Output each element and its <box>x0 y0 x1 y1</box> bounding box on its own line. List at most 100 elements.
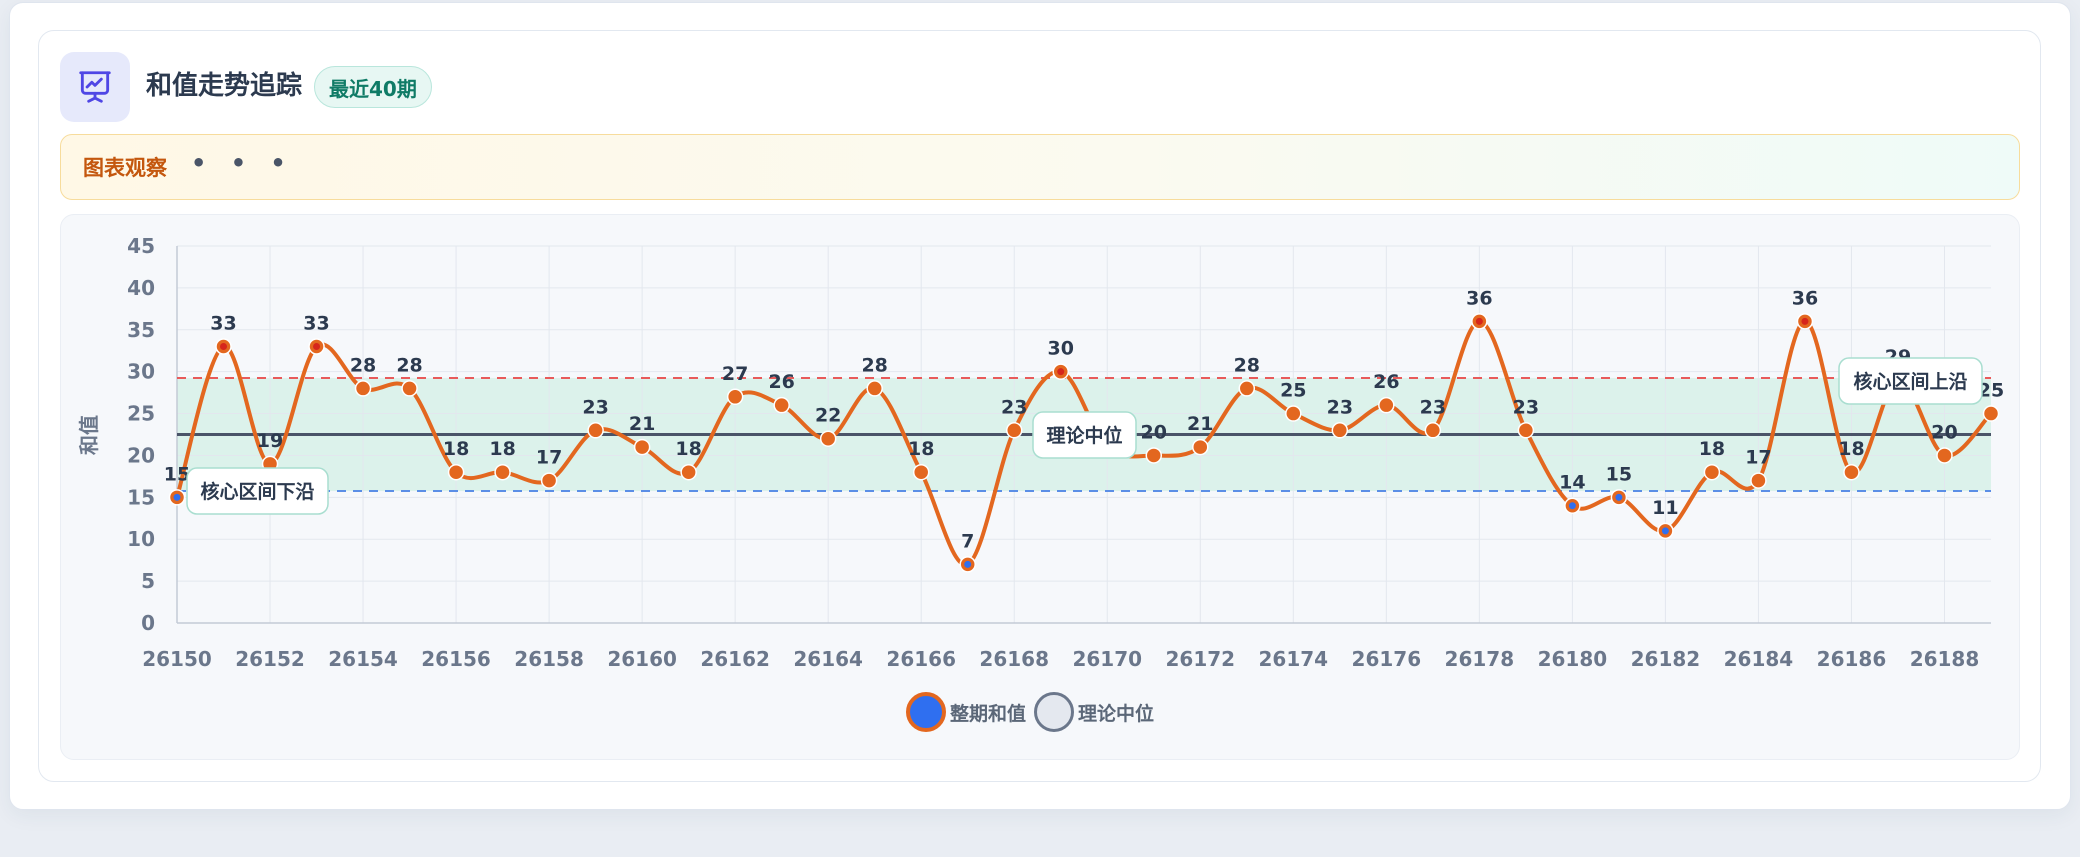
y-tick-label: 15 <box>127 485 155 509</box>
x-tick-label: 26176 <box>1352 647 1422 671</box>
data-label: 23 <box>1420 396 1446 418</box>
data-point <box>1285 405 1302 422</box>
x-tick-label: 26174 <box>1259 647 1329 671</box>
data-point-low-marker <box>964 560 972 568</box>
legend-sum-label: 整期和值 <box>950 702 1027 725</box>
data-point <box>587 422 604 439</box>
data-label: 28 <box>396 354 422 376</box>
data-point <box>773 396 790 414</box>
legend-item-sum[interactable]: 整期和值 <box>906 692 1026 732</box>
median-callout-text: 理论中位 <box>1046 424 1122 447</box>
data-label: 25 <box>1280 380 1306 402</box>
band-lower-callout-text: 核心区间下沿 <box>200 480 314 503</box>
x-tick-label: 26162 <box>700 647 770 671</box>
data-point <box>401 380 418 397</box>
data-label: 28 <box>350 354 376 376</box>
data-point <box>1750 472 1767 489</box>
data-label: 23 <box>1001 396 1027 418</box>
x-tick-label: 26160 <box>607 647 677 671</box>
data-label: 36 <box>1466 287 1492 309</box>
data-point <box>680 463 697 481</box>
data-label: 23 <box>1327 396 1353 418</box>
y-tick-label: 0 <box>141 611 155 635</box>
data-point <box>1517 422 1535 439</box>
data-point-low-marker <box>1661 527 1669 535</box>
data-label: 28 <box>1234 354 1260 376</box>
x-tick-label: 26158 <box>514 647 584 671</box>
data-point-low-marker <box>1615 493 1623 501</box>
data-point <box>1238 380 1256 397</box>
more-dots-icon[interactable]: • • • <box>191 149 294 177</box>
data-point <box>494 463 511 481</box>
data-label: 18 <box>908 438 934 460</box>
data-point <box>819 430 837 447</box>
data-label: 36 <box>1792 287 1818 309</box>
data-label: 18 <box>1699 438 1725 460</box>
y-tick-label: 30 <box>127 360 155 384</box>
data-point <box>1331 422 1349 439</box>
data-label: 30 <box>1048 338 1074 360</box>
data-label: 7 <box>961 530 974 552</box>
y-tick-label: 20 <box>127 443 155 467</box>
x-tick-label: 26188 <box>1910 647 1980 671</box>
band-upper-callout-text: 核心区间上沿 <box>1853 370 1967 393</box>
data-label: 26 <box>768 371 794 393</box>
data-point <box>1145 447 1163 464</box>
data-label: 23 <box>582 396 608 418</box>
data-label: 21 <box>1187 413 1213 435</box>
x-tick-label: 26152 <box>235 647 305 671</box>
data-point <box>1378 396 1395 414</box>
observation-label: 图表观察 <box>83 156 167 180</box>
x-tick-label: 26172 <box>1165 647 1235 671</box>
band-upper-callout-box <box>1838 357 1983 405</box>
period-badge: 最近40期 <box>314 66 432 108</box>
data-point <box>540 472 558 489</box>
data-label: 28 <box>861 354 887 376</box>
data-label: 17 <box>536 447 562 469</box>
data-label: 18 <box>1838 438 1864 460</box>
data-label: 20 <box>1141 421 1167 443</box>
y-tick-label: 10 <box>127 527 155 551</box>
x-tick-label: 26156 <box>421 647 491 671</box>
x-tick-label: 26150 <box>142 647 212 671</box>
data-point <box>1936 447 1953 464</box>
data-label: 27 <box>722 363 748 385</box>
x-tick-label: 26154 <box>328 647 398 671</box>
data-label: 21 <box>629 413 655 435</box>
data-label: 15 <box>1606 463 1632 485</box>
data-label: 25 <box>1978 380 2004 402</box>
data-point <box>726 388 744 406</box>
data-point <box>1192 438 1209 456</box>
page-title: 和值走势追踪 <box>146 71 303 101</box>
data-point <box>1424 422 1442 439</box>
legend-item-median[interactable]: 理论中位 <box>1034 692 1154 732</box>
data-point-peak-marker <box>1801 317 1809 325</box>
y-tick-label: 25 <box>127 402 155 426</box>
data-label: 15 <box>164 463 190 485</box>
data-point-peak-marker <box>313 343 321 351</box>
y-tick-label: 5 <box>141 569 155 593</box>
data-point <box>633 438 651 456</box>
chart-presentation-icon <box>60 52 130 122</box>
data-point-low-marker <box>173 493 181 501</box>
x-tick-label: 26182 <box>1631 647 1701 671</box>
observation-banner[interactable]: 图表观察 • • • <box>60 134 2020 200</box>
data-point <box>1005 422 1023 439</box>
data-label: 22 <box>815 405 841 427</box>
x-tick-label: 26186 <box>1817 647 1887 671</box>
band-lower-callout-box <box>186 467 329 515</box>
data-point <box>1982 405 2000 422</box>
data-label: 33 <box>303 313 329 335</box>
chart-legend: 整期和值 理论中位 <box>906 692 1162 732</box>
legend-median-label: 理论中位 <box>1078 702 1155 725</box>
data-point <box>354 380 372 397</box>
data-label: 23 <box>1513 396 1539 418</box>
legend-median-swatch <box>1034 692 1075 732</box>
y-tick-label: 35 <box>127 318 155 342</box>
data-point <box>1703 463 1721 481</box>
data-label: 26 <box>1373 371 1399 393</box>
data-label: 18 <box>675 438 701 460</box>
median-callout-box <box>1032 411 1137 459</box>
y-tick-label: 45 <box>127 234 155 258</box>
